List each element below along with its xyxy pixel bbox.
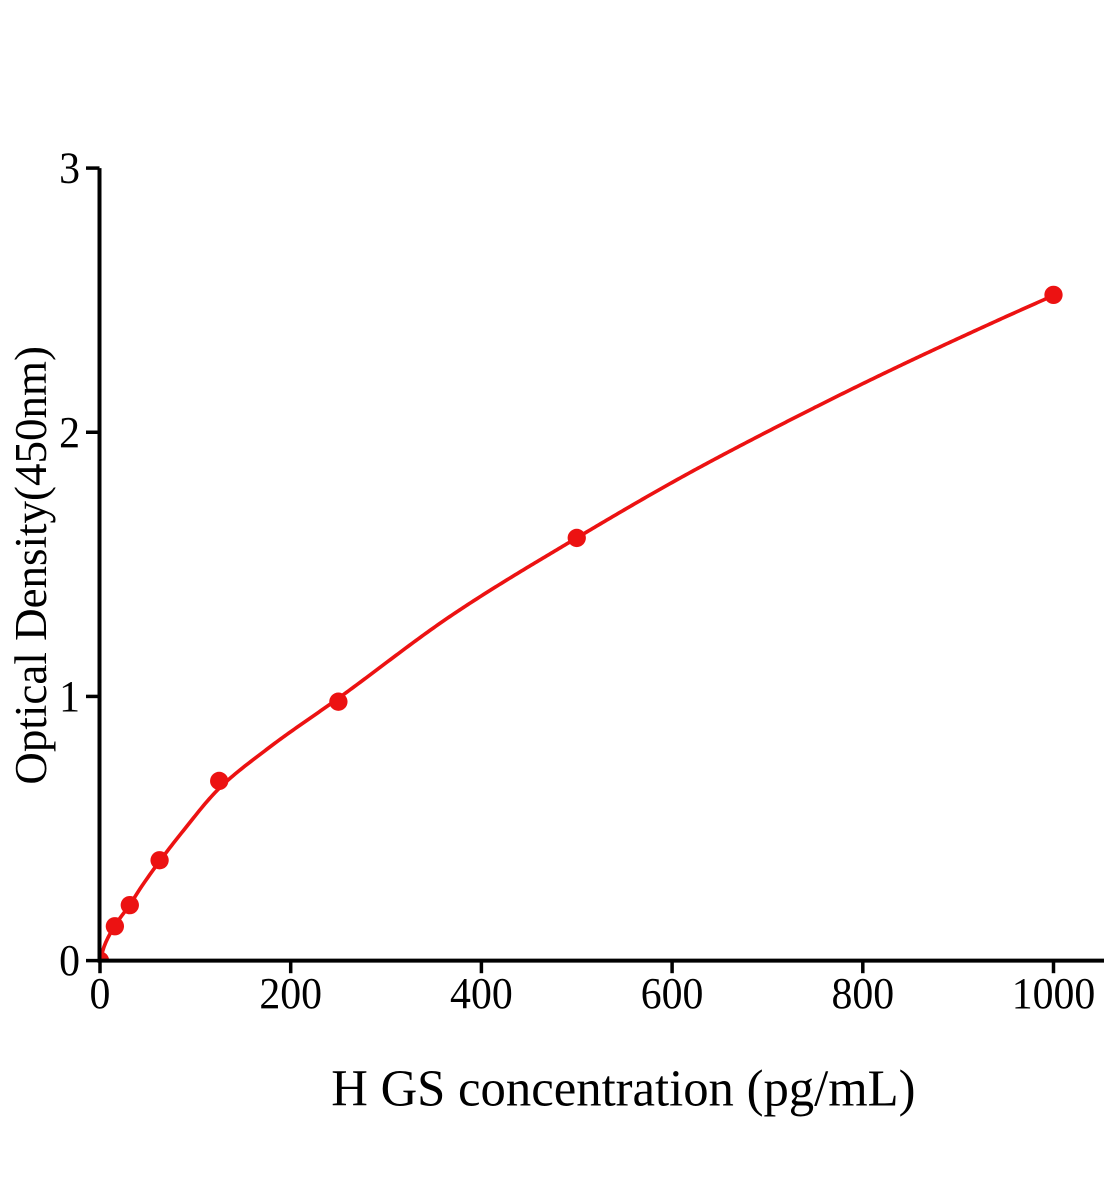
data-point-marker [120, 895, 139, 915]
data-point-marker [105, 917, 125, 936]
data-point-marker [210, 771, 229, 791]
y-tick-label: 0 [59, 937, 80, 985]
data-point-marker [150, 851, 169, 870]
axes-group: 0 1 2 3 0 200 400 600 800 1000 H GS concentration … [6, 145, 1104, 1118]
x-axis-title: H GS concentration (pg/mL) [331, 1060, 915, 1118]
data-point-marker [329, 692, 348, 711]
x-tick-label: 400 [450, 970, 513, 1018]
x-tick-label: 800 [831, 970, 894, 1018]
x-tick-label: 1000 [1012, 970, 1096, 1018]
x-tick-label: 600 [641, 970, 704, 1018]
x-tick-label: 0 [90, 970, 111, 1018]
y-tick-label: 2 [59, 409, 80, 457]
series-group [99, 285, 1063, 961]
fitted-curve [99, 293, 1056, 961]
x-tick-label: 200 [259, 970, 322, 1018]
y-tick-label: 1 [59, 673, 80, 721]
y-tick-label: 3 [59, 145, 80, 193]
data-point-marker [567, 528, 586, 548]
data-point-marker [1044, 285, 1063, 305]
data-point-marker [99, 951, 110, 961]
y-axis-title: Optical Density(450nm) [6, 346, 56, 785]
